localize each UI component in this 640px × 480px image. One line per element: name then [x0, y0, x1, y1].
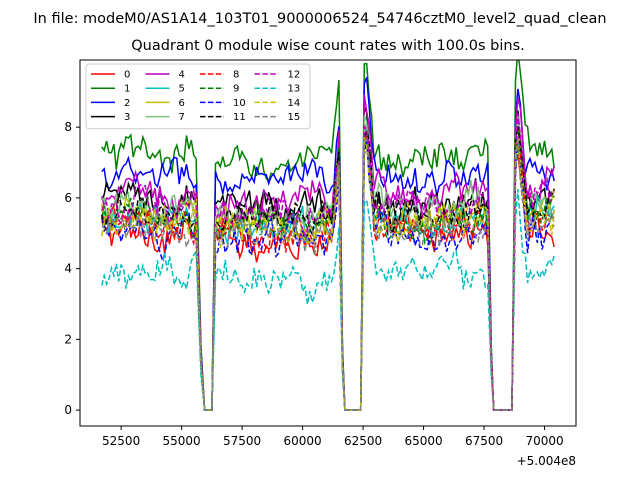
chart-title: Quadrant 0 module wise count rates with …: [131, 38, 525, 54]
y-tick-label: 2: [64, 332, 72, 346]
legend-label-3: 3: [124, 112, 130, 123]
series-line-7: [101, 114, 555, 411]
legend-label-2: 2: [124, 98, 130, 109]
series-line-8: [101, 131, 555, 411]
x-tick-label: 60000: [284, 434, 322, 448]
y-axis: 0 2 4 6 8: [64, 120, 80, 417]
series-line-13: [101, 189, 555, 411]
legend-label-15: 15: [288, 112, 301, 123]
y-tick-label: 0: [64, 403, 72, 417]
legend-label-8: 8: [233, 70, 239, 81]
legend-label-14: 14: [288, 98, 301, 109]
chart-suptitle: In file: modeM0/AS1A14_103T01_9000006524…: [33, 11, 606, 27]
legend-label-11: 11: [233, 112, 246, 123]
x-tick-label: 65000: [404, 434, 442, 448]
legend-label-9: 9: [233, 84, 239, 95]
x-tick-label: 62500: [344, 434, 382, 448]
legend-box: [85, 63, 311, 130]
y-tick-label: 6: [64, 191, 72, 205]
series-layer: [101, 60, 555, 411]
axes-frame: [79, 59, 577, 427]
series-line-1: [101, 60, 555, 411]
legend-label-4: 4: [179, 70, 185, 81]
x-axis: 52500 55000 57500 60000 62500 65000 67500 70000: [102, 426, 564, 448]
legend-label-0: 0: [124, 70, 130, 81]
x-tick-label: 67500: [465, 434, 503, 448]
x-tick-label: 70000: [525, 434, 563, 448]
y-tick-label: 4: [64, 262, 72, 276]
x-offset-label: +5.004e8: [517, 454, 576, 468]
legend-label-1: 1: [124, 84, 130, 95]
legend-label-6: 6: [179, 98, 185, 109]
series-line-15: [101, 135, 555, 411]
series-line-0: [101, 133, 555, 411]
series-line-9: [101, 128, 555, 411]
x-tick-label: 55000: [163, 434, 201, 448]
y-tick-label: 8: [64, 120, 72, 134]
legend-label-5: 5: [179, 84, 185, 95]
legend-label-12: 12: [288, 70, 301, 81]
x-tick-label: 52500: [102, 434, 140, 448]
legend-label-10: 10: [233, 98, 246, 109]
series-line-2: [101, 77, 555, 411]
x-tick-label: 57500: [223, 434, 261, 448]
legend-label-7: 7: [179, 112, 185, 123]
legend-label-13: 13: [288, 84, 301, 95]
series-line-10: [101, 139, 555, 411]
series-line-14: [101, 137, 555, 411]
series-line-11: [101, 126, 555, 411]
